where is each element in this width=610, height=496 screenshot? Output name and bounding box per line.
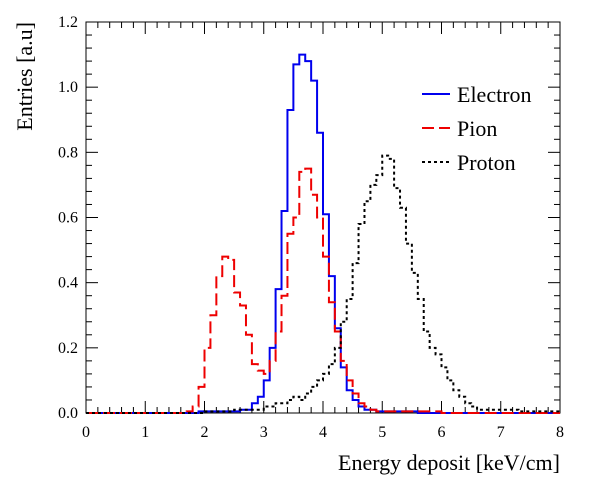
y-axis-title: Entries [a.u] xyxy=(12,22,37,131)
x-tick-label: 4 xyxy=(319,424,327,441)
x-tick-label: 3 xyxy=(260,424,268,441)
electron-legend-label: Electron xyxy=(457,82,532,107)
y-tick-label: 0.2 xyxy=(58,340,78,357)
x-tick-label: 8 xyxy=(556,424,564,441)
x-tick-label: 1 xyxy=(141,424,149,441)
electron-series-line xyxy=(86,53,560,414)
y-tick-label: 1.2 xyxy=(58,14,78,31)
x-tick-label: 0 xyxy=(82,424,90,441)
pion-series-line xyxy=(86,167,560,414)
x-axis-title: Energy deposit [keV/cm] xyxy=(338,450,560,475)
y-tick-label: 0.8 xyxy=(58,144,78,161)
plot-frame xyxy=(85,21,561,414)
y-tick-label: 1.0 xyxy=(58,79,78,96)
x-tick-label: 5 xyxy=(378,424,386,441)
proton-legend-label: Proton xyxy=(457,150,516,175)
x-axis: 0 1 2 3 4 5 6 7 8 xyxy=(82,22,564,441)
legend: Electron Pion Proton xyxy=(422,82,532,175)
x-tick-label: 7 xyxy=(497,424,505,441)
proton-series-line xyxy=(86,154,560,414)
y-tick-label: 0.4 xyxy=(58,275,78,292)
y-tick-label: 0.0 xyxy=(58,405,78,422)
y-tick-label: 0.6 xyxy=(58,210,78,227)
x-tick-label: 2 xyxy=(201,424,209,441)
x-tick-label: 6 xyxy=(438,424,446,441)
y-axis: 0.0 0.2 0.4 0.6 0.8 1.0 1.2 xyxy=(58,14,560,422)
pion-legend-label: Pion xyxy=(457,116,497,141)
series-layer xyxy=(86,53,560,414)
